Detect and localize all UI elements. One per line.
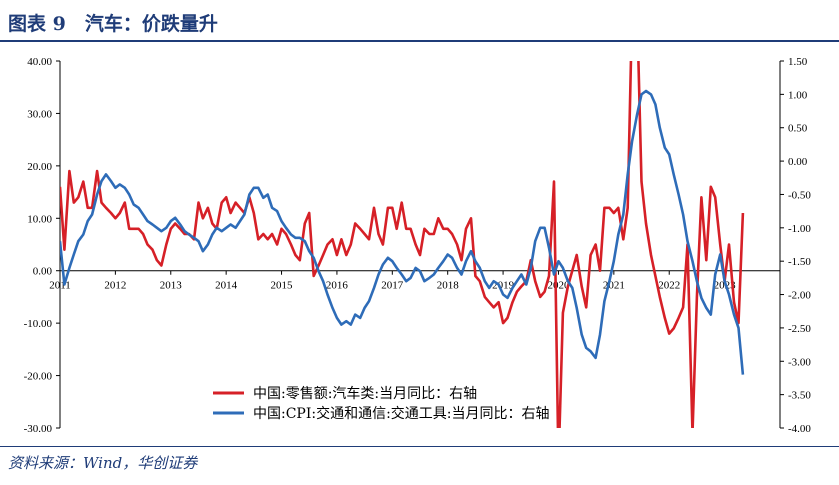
left-tick-label: 0.00 bbox=[33, 266, 53, 278]
left-tick-label: -10.00 bbox=[24, 318, 53, 330]
chart: 40.00 30.00 20.00 10.00 0.00 -10.00 -20.00 -30.… bbox=[24, 56, 812, 435]
left-tick-label: -20.00 bbox=[24, 371, 53, 383]
x-tick-label: 2011 bbox=[49, 280, 71, 292]
legend: 中国:零售额:汽车类:当月同比：右轴中国:CPI:交通和通信:交通工具:当月同比… bbox=[213, 385, 550, 422]
left-tick-label: 20.00 bbox=[27, 161, 52, 173]
x-tick-label: 2018 bbox=[437, 280, 460, 292]
series-lines bbox=[60, 61, 745, 428]
right-tick-label: 1.00 bbox=[788, 89, 808, 101]
legend-label-1: 中国:零售额:汽车类:当月同比：右轴 bbox=[253, 385, 477, 402]
left-y-axis: 40.00 30.00 20.00 10.00 0.00 -10.00 -20.00 -30.… bbox=[24, 56, 61, 435]
left-tick-label: 40.00 bbox=[27, 56, 52, 68]
x-tick-label: 2022 bbox=[658, 280, 680, 292]
right-tick-label: 1.50 bbox=[788, 56, 808, 68]
x-tick-label: 2014 bbox=[215, 280, 238, 292]
right-y-axis: 1.50 1.00 0.50 0.00 -0.50 -1.00 -1.50 -2.00 -2.5… bbox=[779, 56, 811, 435]
x-tick-label: 2012 bbox=[104, 280, 126, 292]
right-tick-label: -1.50 bbox=[788, 256, 811, 268]
legend-label-2: 中国:CPI:交通和通信:交通工具:当月同比：右轴 bbox=[253, 405, 550, 422]
x-axis: 2011 2012 2013 2014 2015 2016 2017 2018 2019 2020… bbox=[49, 270, 780, 292]
x-tick-label: 2020 bbox=[547, 280, 570, 292]
right-tick-label: -0.50 bbox=[788, 189, 811, 201]
right-tick-label: 0.00 bbox=[788, 156, 808, 168]
right-tick-label: 0.50 bbox=[788, 123, 808, 135]
right-tick-label: -3.00 bbox=[788, 356, 811, 368]
series-line-2 bbox=[60, 89, 745, 375]
x-tick-label: 2015 bbox=[271, 280, 294, 292]
title-bar: 图表 9 汽车：价跌量升 bbox=[0, 0, 839, 40]
left-tick-label: 30.00 bbox=[27, 108, 52, 120]
chart-title: 图表 9 汽车：价跌量升 bbox=[8, 13, 218, 35]
source-note: 资料来源：Wind，华创证券 bbox=[8, 454, 198, 472]
right-tick-label: -1.00 bbox=[788, 223, 811, 235]
title-divider bbox=[0, 40, 839, 42]
right-tick-label: -3.50 bbox=[788, 390, 811, 402]
x-tick-label: 2017 bbox=[381, 280, 404, 292]
x-tick-label: 2013 bbox=[160, 280, 183, 292]
right-tick-label: -2.50 bbox=[788, 323, 811, 335]
left-tick-label: 10.00 bbox=[27, 213, 52, 225]
right-tick-label: -4.00 bbox=[788, 423, 811, 435]
right-tick-label: -2.00 bbox=[788, 290, 811, 302]
series-line-1 bbox=[60, 61, 745, 428]
left-tick-label: -30.00 bbox=[24, 423, 53, 435]
footer-divider bbox=[0, 446, 839, 447]
x-tick-label: 2016 bbox=[326, 280, 349, 292]
